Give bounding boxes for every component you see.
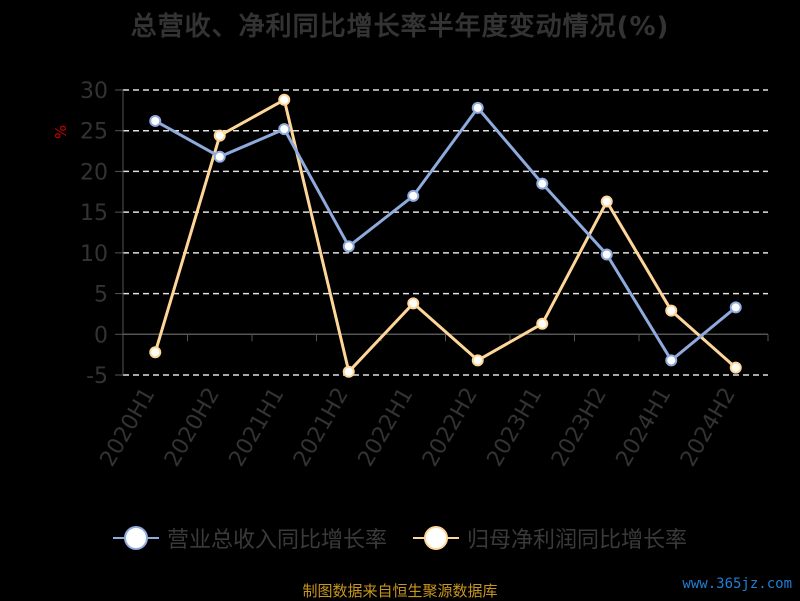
data-point: [729, 301, 742, 314]
series-line-0: [154, 106, 737, 362]
grid-layer: [123, 89, 768, 376]
legend-swatch-revenue: [112, 525, 159, 551]
y-tick-label: 15: [80, 201, 108, 226]
x-tick-label: 2022H2: [418, 384, 483, 471]
data-point: [536, 177, 549, 190]
watermark: www.365jz.com: [682, 576, 792, 592]
data-point: [471, 354, 484, 367]
data-point: [729, 361, 742, 374]
legend-item-net-profit[interactable]: 归母净利润同比增长率: [413, 522, 687, 554]
data-point: [149, 114, 162, 127]
data-point: [665, 304, 678, 317]
x-tick-label: 2024H1: [612, 384, 677, 471]
legend-label-net-profit: 归母净利润同比增长率: [467, 528, 688, 553]
data-point: [600, 248, 613, 261]
y-tick-label: 10: [80, 242, 108, 267]
legend-item-revenue[interactable]: 营业总收入同比增长率: [112, 522, 387, 554]
data-point: [471, 101, 484, 114]
data-point: [342, 365, 355, 378]
data-point: [536, 317, 549, 330]
y-tick-label: 25: [80, 120, 108, 145]
x-tick-label: 2020H2: [160, 384, 225, 471]
y-tick-label: -5: [86, 364, 108, 389]
legend: 营业总收入同比增长率 归母净利润同比增长率: [0, 520, 800, 556]
x-tick-label: 2023H1: [483, 384, 548, 471]
data-point: [342, 240, 355, 253]
x-tick-label: 2021H2: [289, 384, 354, 471]
y-axis-unit-label: %: [52, 125, 70, 139]
x-tick-label: 2022H1: [354, 384, 419, 471]
series-layer: [149, 93, 742, 378]
x-tick-label: 2024H2: [676, 384, 741, 471]
y-tick-label: 5: [94, 283, 108, 308]
data-point: [407, 297, 420, 310]
legend-label-revenue: 营业总收入同比增长率: [166, 528, 387, 553]
data-point: [665, 354, 678, 367]
x-tick-label: 2020H1: [96, 384, 161, 471]
y-tick-label: 20: [80, 160, 108, 185]
data-point: [213, 150, 226, 163]
y-tick-label: 30: [80, 79, 108, 104]
legend-swatch-net-profit: [413, 525, 459, 551]
chart-title: 总营收、净利同比增长率半年度变动情况(%): [130, 12, 670, 42]
x-tick-label: 2023H2: [547, 384, 612, 471]
data-point: [149, 346, 162, 359]
data-point: [213, 129, 226, 142]
x-tick-label: 2021H1: [225, 384, 290, 471]
data-source-note: 制图数据来自恒生聚源数据库: [302, 582, 498, 600]
data-point: [278, 123, 291, 136]
y-tick-label: 0: [94, 323, 108, 348]
series-line-1: [153, 98, 737, 374]
data-point: [407, 189, 420, 202]
data-point: [600, 195, 613, 208]
data-point: [278, 93, 291, 106]
